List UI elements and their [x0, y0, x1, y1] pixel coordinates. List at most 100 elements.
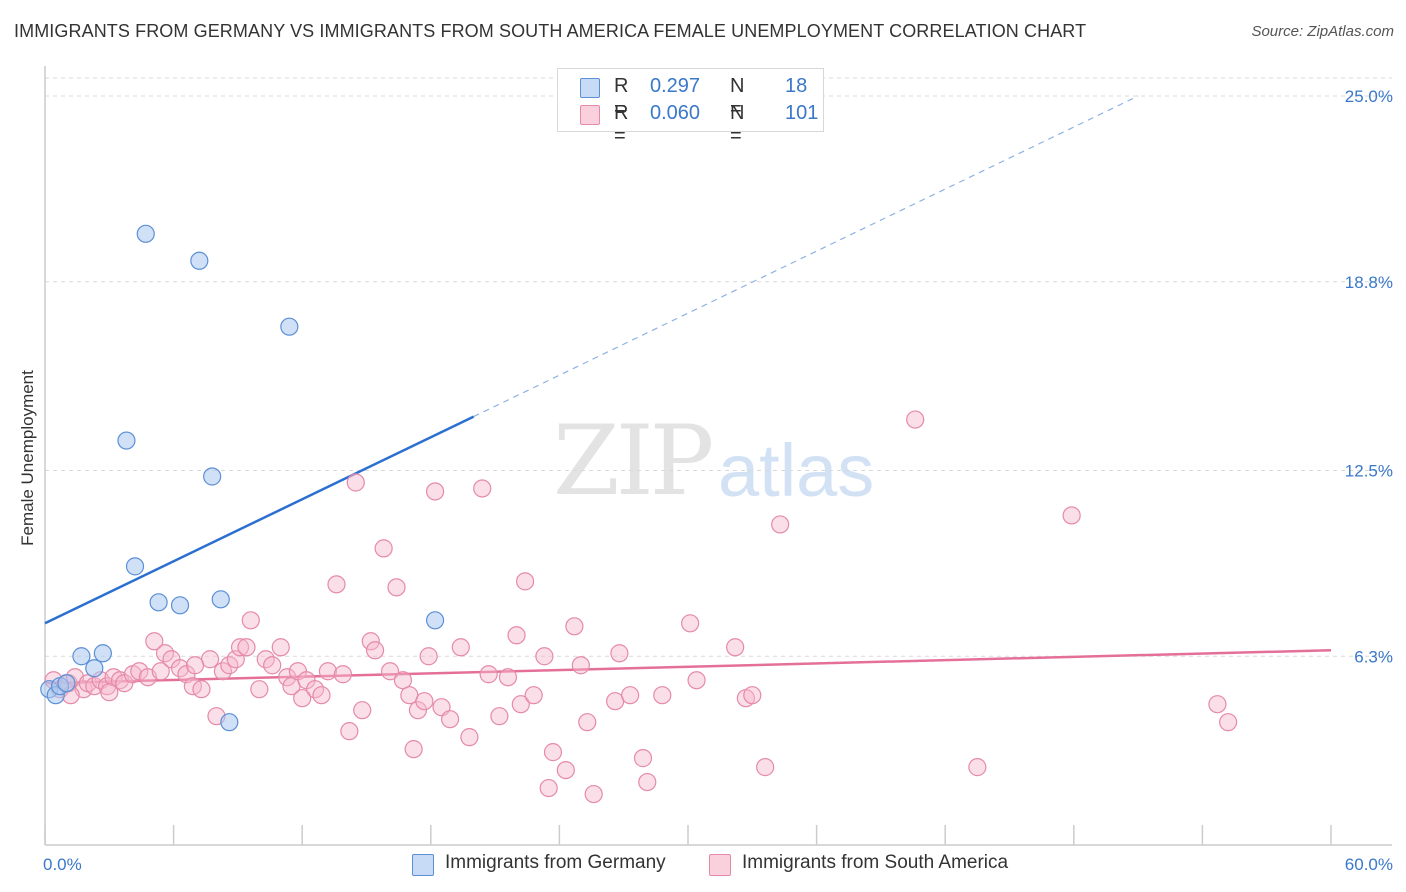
bottom-legend-swatch-south-america — [709, 854, 731, 876]
south-america-point — [293, 689, 312, 708]
germany-point — [211, 590, 230, 609]
south-america-point — [353, 701, 372, 720]
south-america-point — [511, 695, 530, 714]
south-america-point — [498, 668, 518, 687]
south-america-point — [556, 760, 575, 780]
legend-swatch-germany — [580, 78, 600, 98]
y-tick-label: 25.0% — [1345, 87, 1393, 106]
south-america-point — [571, 656, 590, 675]
south-america-point — [419, 647, 438, 666]
south-america-point — [263, 656, 282, 675]
germany-point — [203, 467, 222, 486]
south-america-point — [451, 638, 470, 657]
south-america-point — [1208, 695, 1227, 714]
bottom-legend-label-south-america: Immigrants from South America — [742, 852, 1009, 873]
bottom-legend-swatch-germany — [412, 854, 434, 876]
south-america-point — [1219, 713, 1238, 732]
south-america-point — [968, 758, 987, 777]
south-america-point — [387, 578, 406, 597]
south-america-point — [271, 638, 290, 657]
south-america-point — [473, 479, 492, 498]
south-america-point — [151, 662, 170, 681]
south-america-point — [237, 638, 256, 657]
south-america-point — [460, 728, 479, 747]
south-america-trend-line — [44, 649, 1332, 685]
south-america-point — [906, 410, 925, 429]
south-america-point — [516, 572, 535, 591]
south-america-point — [226, 650, 245, 669]
south-america-point — [524, 686, 543, 705]
south-america-point — [771, 515, 790, 534]
south-america-point — [250, 680, 269, 699]
legend-n-label: N = — [730, 75, 745, 120]
south-america-point — [318, 662, 338, 681]
germany-point — [57, 674, 76, 693]
south-america-point — [621, 686, 640, 705]
germany-point — [125, 557, 145, 576]
south-america-point — [346, 473, 365, 492]
germany-trend-line — [44, 415, 475, 625]
y-tick-label: 6.3% — [1354, 647, 1393, 666]
south-america-point — [365, 641, 385, 660]
south-america-point — [535, 647, 554, 666]
south-america-point — [192, 680, 211, 699]
south-america-point — [408, 701, 428, 720]
south-america-point — [393, 671, 413, 690]
south-america-point — [185, 656, 205, 675]
south-america-point — [638, 772, 657, 792]
south-america-point — [578, 713, 597, 732]
south-america-point — [543, 743, 563, 762]
legend-n-value: 18 — [785, 75, 808, 97]
legend-r-label: R = — [614, 102, 629, 147]
stats-legend: R = 0.297 N = 18 R = 0.060 N = 101 — [557, 68, 824, 147]
grid-lines — [45, 77, 1392, 657]
south-america-point — [479, 665, 498, 684]
south-america-point — [584, 784, 603, 804]
germany-point — [72, 647, 91, 666]
trend-lines — [44, 95, 1332, 685]
legend-r-label: R = — [614, 75, 629, 120]
south-america-point — [241, 611, 260, 630]
south-america-point — [278, 668, 297, 687]
south-america-point — [743, 686, 762, 705]
germany-point — [117, 431, 136, 450]
south-america-point — [610, 644, 629, 663]
germany-points — [40, 224, 445, 732]
legend-swatch-south-america — [580, 105, 600, 125]
south-america-point — [681, 614, 700, 633]
south-america-point — [507, 626, 526, 645]
south-america-point — [312, 686, 331, 705]
south-america-point — [490, 707, 509, 726]
south-america-point — [425, 482, 445, 501]
south-america-point — [100, 683, 119, 702]
source-label: Source: ZipAtlas.com — [1251, 23, 1394, 40]
germany-point — [190, 251, 209, 270]
chart-title: IMMIGRANTS FROM GERMANY VS IMMIGRANTS FR… — [14, 21, 1087, 41]
germany-point — [220, 713, 239, 732]
south-america-point — [404, 740, 423, 759]
germany-point — [93, 644, 112, 663]
x-tick-label: 60.0% — [1345, 855, 1393, 874]
south-america-point — [633, 749, 653, 768]
legend-n-label: N = — [730, 102, 745, 147]
south-america-points — [44, 410, 1238, 804]
y-tick-label: 18.8% — [1345, 273, 1393, 292]
germany-point — [280, 317, 299, 336]
watermark-zip: ZIP — [553, 405, 714, 517]
south-america-point — [361, 632, 380, 651]
south-america-point — [440, 710, 460, 729]
germany-point — [85, 659, 104, 678]
south-america-point — [327, 575, 346, 594]
south-america-point — [687, 671, 706, 690]
south-america-point — [340, 722, 359, 741]
bottom-legend-label-germany: Immigrants from Germany — [445, 852, 666, 873]
legend-r-value: 0.297 — [650, 75, 701, 97]
south-america-point — [539, 778, 558, 798]
germany-point — [149, 593, 168, 612]
germany-trend-extension — [473, 95, 1139, 418]
south-america-point — [653, 686, 672, 705]
germany-point — [170, 596, 190, 615]
legend-r-value: 0.060 — [650, 102, 701, 124]
tick-labels: 6.3% 12.5% 18.8% 25.0% 0.0% 60.0% — [43, 87, 1393, 874]
